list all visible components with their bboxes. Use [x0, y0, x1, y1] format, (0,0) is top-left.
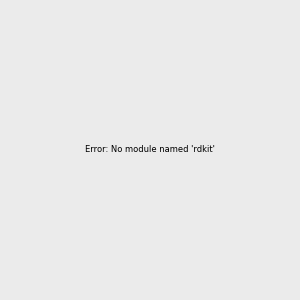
Text: Error: No module named 'rdkit': Error: No module named 'rdkit'	[85, 146, 215, 154]
